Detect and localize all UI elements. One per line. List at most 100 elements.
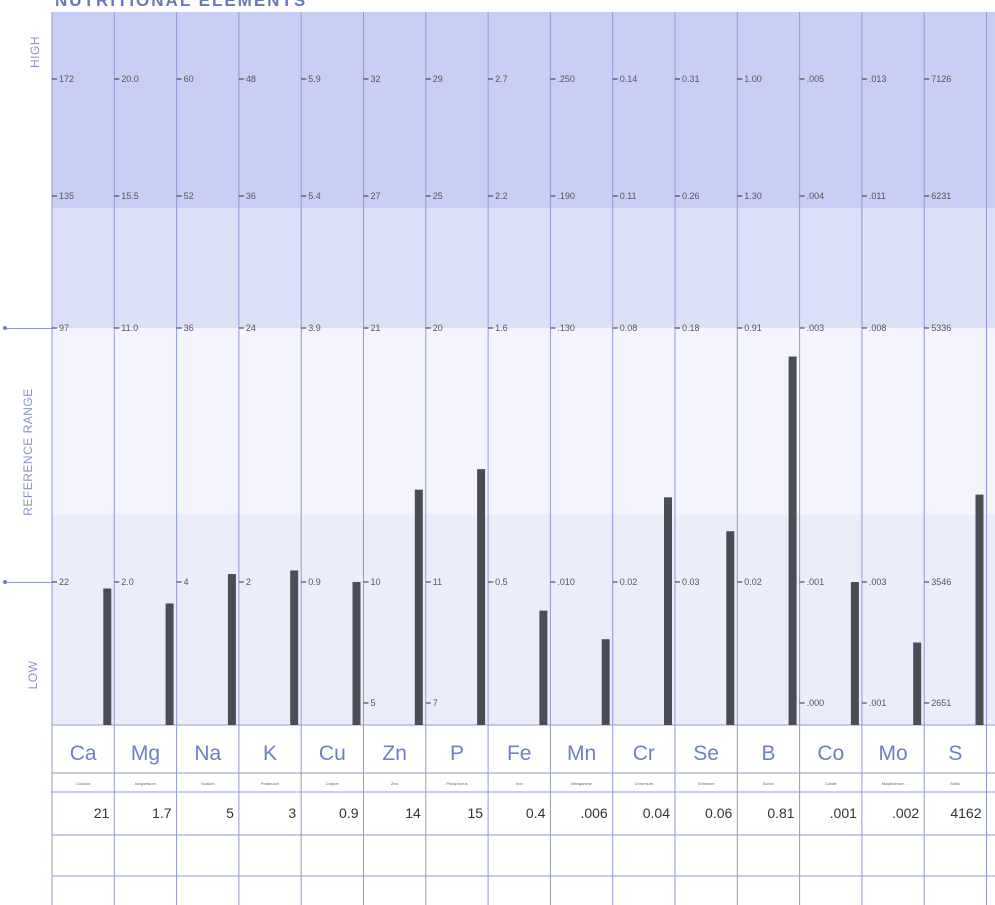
tick-label: 3.9 (308, 323, 321, 333)
tick-label: 5.4 (308, 191, 321, 201)
tick-label: .010 (557, 577, 575, 587)
tick-label: 15.5 (121, 191, 139, 201)
bar-se (726, 531, 735, 725)
tick-label: .130 (557, 323, 575, 333)
bar-na (227, 574, 236, 725)
tick-label: .000 (807, 698, 825, 708)
tick-label: 21 (371, 323, 381, 333)
element-symbol-zn: Zn (382, 742, 407, 765)
result-value-p: 15 (468, 805, 484, 821)
tick-label: .005 (807, 74, 825, 84)
element-symbol-s: S (948, 742, 962, 765)
result-value-zn: 14 (405, 805, 421, 821)
tick-label: 0.08 (620, 323, 638, 333)
element-symbol-ca: Ca (70, 742, 97, 765)
element-name: Sulfur (950, 781, 961, 786)
bar-cr (664, 497, 672, 725)
bar-k (290, 570, 299, 725)
result-value-mn: .006 (580, 805, 607, 821)
bar-mn (601, 639, 610, 725)
tick-label: 10 (371, 577, 381, 587)
reference-zone-band (52, 328, 995, 515)
tick-label: 20.0 (121, 74, 139, 84)
tick-label: 29 (433, 74, 443, 84)
element-symbol-co: Co (817, 742, 844, 765)
result-value-co: .001 (830, 805, 857, 821)
tick-label: .003 (869, 577, 887, 587)
tick-label: 60 (184, 74, 194, 84)
element-name: Calcium (76, 781, 91, 786)
tick-label: .250 (557, 74, 575, 84)
tick-label: .011 (869, 191, 886, 201)
tick-label: 0.9 (308, 577, 321, 587)
tick-label: .004 (807, 191, 825, 201)
tick-label: 25 (433, 191, 443, 201)
tick-label: .001 (869, 698, 887, 708)
element-symbol-fe: Fe (507, 742, 532, 765)
result-value-s: 4162 (950, 805, 981, 821)
element-name: Chromium (635, 781, 654, 786)
tick-label: 11 (433, 577, 442, 587)
tick-label: 2651 (931, 698, 951, 708)
element-name: Magnesium (135, 781, 156, 786)
element-name: Zinc (391, 781, 399, 786)
tick-label: 0.02 (744, 577, 762, 587)
bar-ca (103, 588, 112, 725)
result-value-cr: 0.04 (643, 805, 670, 821)
tick-label: 4 (184, 577, 189, 587)
tick-label: 36 (246, 191, 256, 201)
chart-title: NUTRITIONAL ELEMENTS (55, 0, 308, 10)
reference-lower-line (5, 582, 52, 583)
tick-label: 1.00 (744, 74, 762, 84)
tick-label: 0.14 (620, 74, 638, 84)
bar-fe (539, 610, 548, 725)
result-value-mo: .002 (892, 805, 919, 821)
result-value-ca: 21 (94, 805, 110, 821)
element-symbol-mn: Mn (567, 742, 596, 765)
tick-label: 27 (371, 191, 381, 201)
bar-b (788, 356, 797, 725)
result-value-k: 3 (288, 805, 296, 821)
tick-label: 0.03 (682, 577, 700, 587)
tick-label: 24 (246, 323, 256, 333)
tick-label: 5.9 (308, 74, 321, 84)
high-zone-band (52, 12, 995, 208)
bar-mo (913, 642, 922, 725)
tick-label: 5336 (931, 323, 951, 333)
element-name: Selenium (698, 781, 715, 786)
element-symbol-b: B (761, 742, 775, 765)
element-name: Manganese (571, 781, 593, 786)
tick-label: 2.2 (495, 191, 508, 201)
tick-label: 7126 (931, 74, 951, 84)
tick-label: 2.0 (121, 577, 134, 587)
bar-s (975, 494, 984, 725)
bar-mg (165, 603, 174, 725)
reference-upper-line (5, 328, 52, 329)
tick-label: 52 (184, 191, 194, 201)
tick-label: 0.31 (682, 74, 700, 84)
reference-lower-marker (3, 580, 7, 584)
element-name: Sodium (201, 781, 215, 786)
tick-label: .013 (869, 74, 887, 84)
tick-label: 0.18 (682, 323, 700, 333)
element-name: Boron (763, 781, 774, 786)
tick-label: 172 (59, 74, 74, 84)
tick-label: 6231 (931, 191, 951, 201)
tick-label: 32 (371, 74, 381, 84)
element-name: Potassium (261, 781, 280, 786)
tick-label: 36 (184, 323, 194, 333)
tick-label: 7 (433, 698, 438, 708)
tick-label: 20 (433, 323, 443, 333)
tick-label: 0.02 (620, 577, 638, 587)
tick-label: 0.91 (744, 323, 762, 333)
reference-upper-marker (3, 326, 7, 330)
tick-label: 2.7 (495, 74, 508, 84)
element-name: Cobalt (825, 781, 837, 786)
tick-label: 22 (59, 577, 69, 587)
tick-label: 48 (246, 74, 256, 84)
element-symbol-cr: Cr (633, 742, 655, 765)
result-value-mg: 1.7 (152, 805, 172, 821)
element-symbol-mg: Mg (131, 742, 160, 765)
